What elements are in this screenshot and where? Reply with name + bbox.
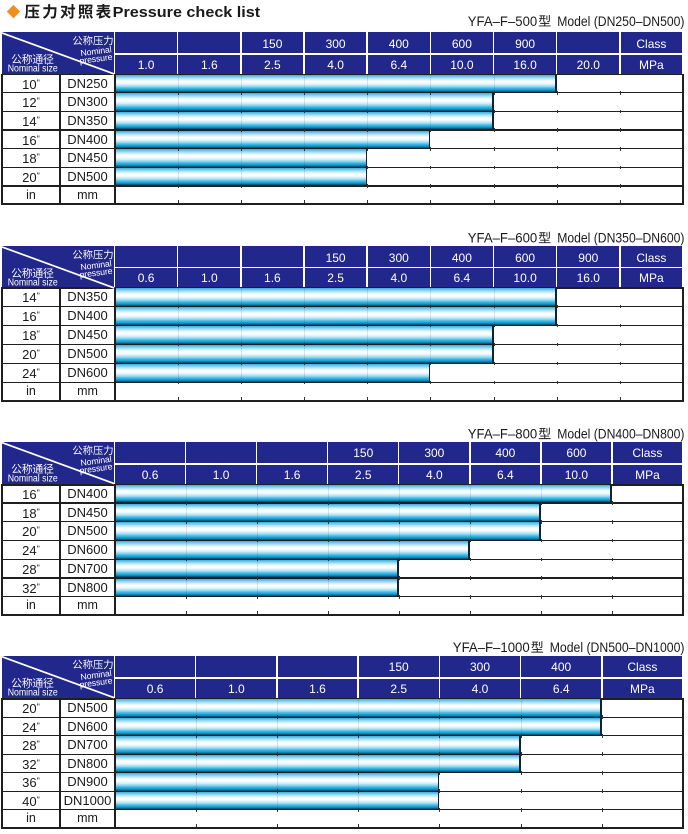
svg-text:Pressure check list: Pressure check list bbox=[113, 4, 261, 21]
svg-text:Model (DN350–DN600): Model (DN350–DN600) bbox=[557, 231, 684, 246]
svg-text:Model (DN500–DN1000): Model (DN500–DN1000) bbox=[550, 640, 685, 655]
svg-text:Model (DN400–DN800): Model (DN400–DN800) bbox=[557, 427, 684, 442]
svg-text:YFA–F–500: YFA–F–500 bbox=[468, 14, 537, 29]
svg-text:Model (DN250–DN500): Model (DN250–DN500) bbox=[557, 14, 684, 29]
svg-text:YFA–F–600: YFA–F–600 bbox=[468, 231, 537, 246]
svg-text:YFA–F–800: YFA–F–800 bbox=[468, 427, 537, 442]
svg-text:YFA–F–1000: YFA–F–1000 bbox=[453, 640, 530, 655]
